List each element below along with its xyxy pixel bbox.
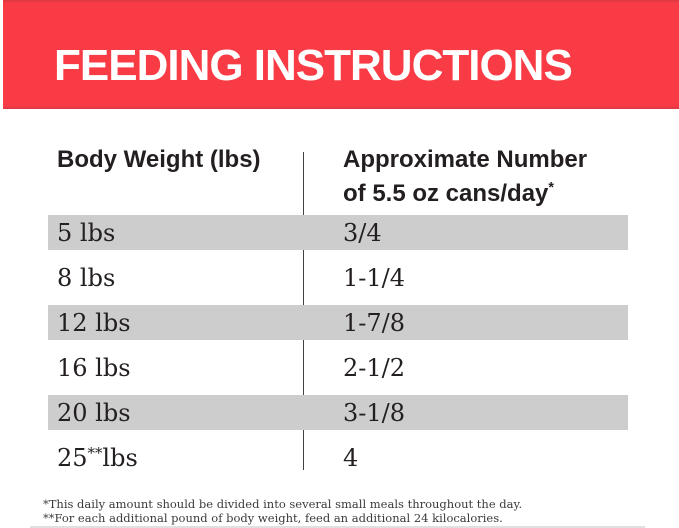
table-row: 12 lbs 1-7/8 [48, 305, 628, 340]
body-weight-cell: 5 lbs [48, 215, 303, 250]
weight-value: 5 lbs [57, 218, 116, 247]
weight-unit: lbs [102, 443, 138, 472]
table-row: 25 ** lbs 4 [48, 435, 628, 480]
weight-value: 25 [57, 443, 88, 472]
table-row: 5 lbs 3/4 [48, 215, 628, 250]
weight-value: 12 lbs [57, 308, 131, 337]
table-row: 8 lbs 1-1/4 [48, 255, 628, 300]
column-header-cans-per-day: Approximate Number of 5.5 oz cans/day* [343, 145, 587, 208]
table-row: 20 lbs 3-1/8 [48, 395, 628, 430]
cans-cell: 3-1/8 [343, 398, 406, 427]
body-weight-cell: 12 lbs [48, 305, 303, 340]
body-weight-cell: 20 lbs [48, 395, 303, 430]
column-header-body-weight: Body Weight (lbs) [57, 146, 261, 173]
cans-cell: 1-1/4 [343, 263, 406, 292]
body-weight-cell: 16 lbs [48, 345, 303, 390]
page-title: FEEDING INSTRUCTIONS [54, 41, 573, 90]
weight-value: 8 lbs [57, 263, 116, 292]
footnote-additional-pound: **For each additional pound of body weig… [43, 511, 503, 525]
body-weight-cell: 25 ** lbs [57, 443, 138, 472]
cans-cell: 2-1/2 [343, 353, 406, 382]
footnotes: *This daily amount should be divided int… [43, 497, 522, 525]
weight-value: 20 lbs [57, 398, 131, 427]
table-row: 16 lbs 2-1/2 [48, 345, 628, 390]
cans-header-line2: of 5.5 oz cans/day [343, 180, 549, 207]
feeding-table: 5 lbs 3/4 8 lbs 1-1/4 12 lbs 1-7/8 16 lb… [48, 210, 628, 480]
cans-header-line1: Approximate Number [343, 146, 588, 173]
footnote-daily-amount: *This daily amount should be divided int… [43, 497, 523, 511]
header-banner: FEEDING INSTRUCTIONS [3, 0, 679, 109]
body-weight-cell: 8 lbs [48, 255, 303, 300]
bottom-crop-line [30, 526, 645, 528]
cans-cell: 1-7/8 [343, 308, 406, 337]
cans-cell: 4 [343, 443, 359, 472]
footnote-marker-single: * [548, 180, 555, 196]
cans-cell: 3/4 [343, 218, 382, 247]
weight-value: 16 lbs [57, 353, 131, 382]
